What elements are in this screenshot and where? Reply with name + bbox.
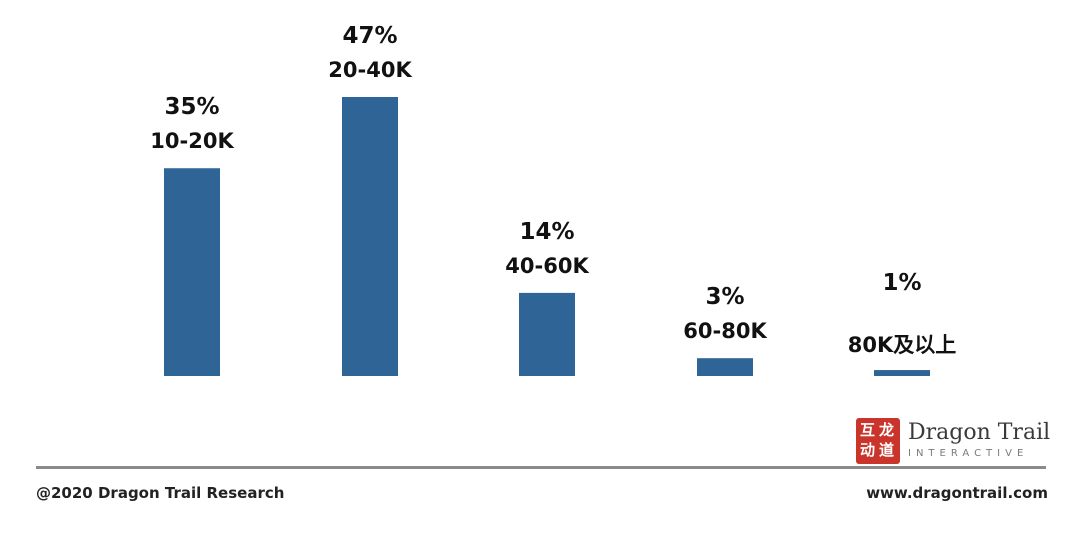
bar-value-label: 1% xyxy=(882,270,921,296)
dragon-trail-logo: 互 龙 动 道 Dragon Trail INTERACTIVE xyxy=(856,418,1050,464)
bar-category-label: 80K及以上 xyxy=(848,333,957,357)
footer-divider xyxy=(36,466,1046,469)
bar-value-label: 14% xyxy=(519,219,574,245)
copyright-text: @2020 Dragon Trail Research xyxy=(36,484,285,502)
website-link[interactable]: www.dragontrail.com xyxy=(866,484,1048,502)
bar-80K及以上 xyxy=(874,370,930,376)
bar-value-label: 47% xyxy=(342,23,397,49)
bar-value-label: 3% xyxy=(705,284,744,310)
bar-60-80K xyxy=(697,358,753,376)
bar-category-label: 60-80K xyxy=(683,319,767,343)
bar-category-label: 40-60K xyxy=(505,254,589,278)
bar-20-40K xyxy=(342,97,398,376)
bar-value-label: 35% xyxy=(164,94,219,120)
bar-category-label: 10-20K xyxy=(150,129,234,153)
bar-category-label: 20-40K xyxy=(328,58,412,82)
bar-40-60K xyxy=(519,292,575,376)
bar-10-20K xyxy=(164,168,220,376)
brand-tagline: INTERACTIVE xyxy=(908,448,1029,459)
dragon-trail-seal-icon: 互 龙 动 道 xyxy=(856,418,900,464)
bar-chart: 35% 10-20K 47% 20-40K 14% 40-60K 3% 60-80K 1% 80K… xyxy=(150,23,957,376)
brand-name: Dragon Trail xyxy=(908,420,1051,445)
